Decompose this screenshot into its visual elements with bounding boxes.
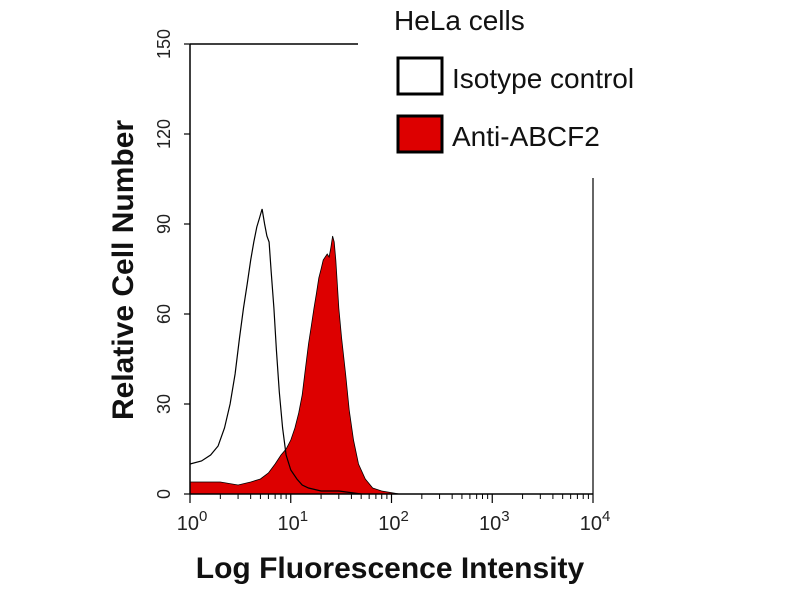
y-tick-label: 0: [154, 489, 174, 499]
y-axis-ticks: 0 30 60 90 120 150: [154, 29, 190, 499]
legend-swatch-anti-abcf2: [396, 114, 444, 154]
x-axis-ticks: 100 101 102 103 104: [177, 494, 611, 535]
y-axis-title: Relative Cell Number: [107, 120, 140, 420]
x-tick-label: 100: [177, 508, 208, 535]
chart-title: HeLa cells: [394, 5, 525, 36]
y-tick-label: 150: [154, 29, 174, 59]
y-tick-label: 90: [154, 214, 174, 234]
series-layer: [189, 208, 400, 495]
x-tick-label: 102: [378, 508, 409, 535]
series-line-isotype-control: [189, 208, 362, 495]
x-tick-label: 103: [479, 508, 510, 535]
series-area-anti-abcf2: [189, 235, 400, 495]
y-tick-label: 30: [154, 394, 174, 414]
x-axis-title: Log Fluorescence Intensity: [196, 552, 585, 585]
x-tick-label: 104: [580, 508, 611, 535]
legend-label-anti-abcf2: Anti-ABCF2: [452, 121, 600, 152]
y-tick-label: 120: [154, 119, 174, 149]
x-tick-label: 101: [277, 508, 308, 535]
y-tick-label: 60: [154, 304, 174, 324]
legend-swatch-isotype: [396, 56, 444, 96]
legend-label-isotype: Isotype control: [452, 63, 634, 94]
